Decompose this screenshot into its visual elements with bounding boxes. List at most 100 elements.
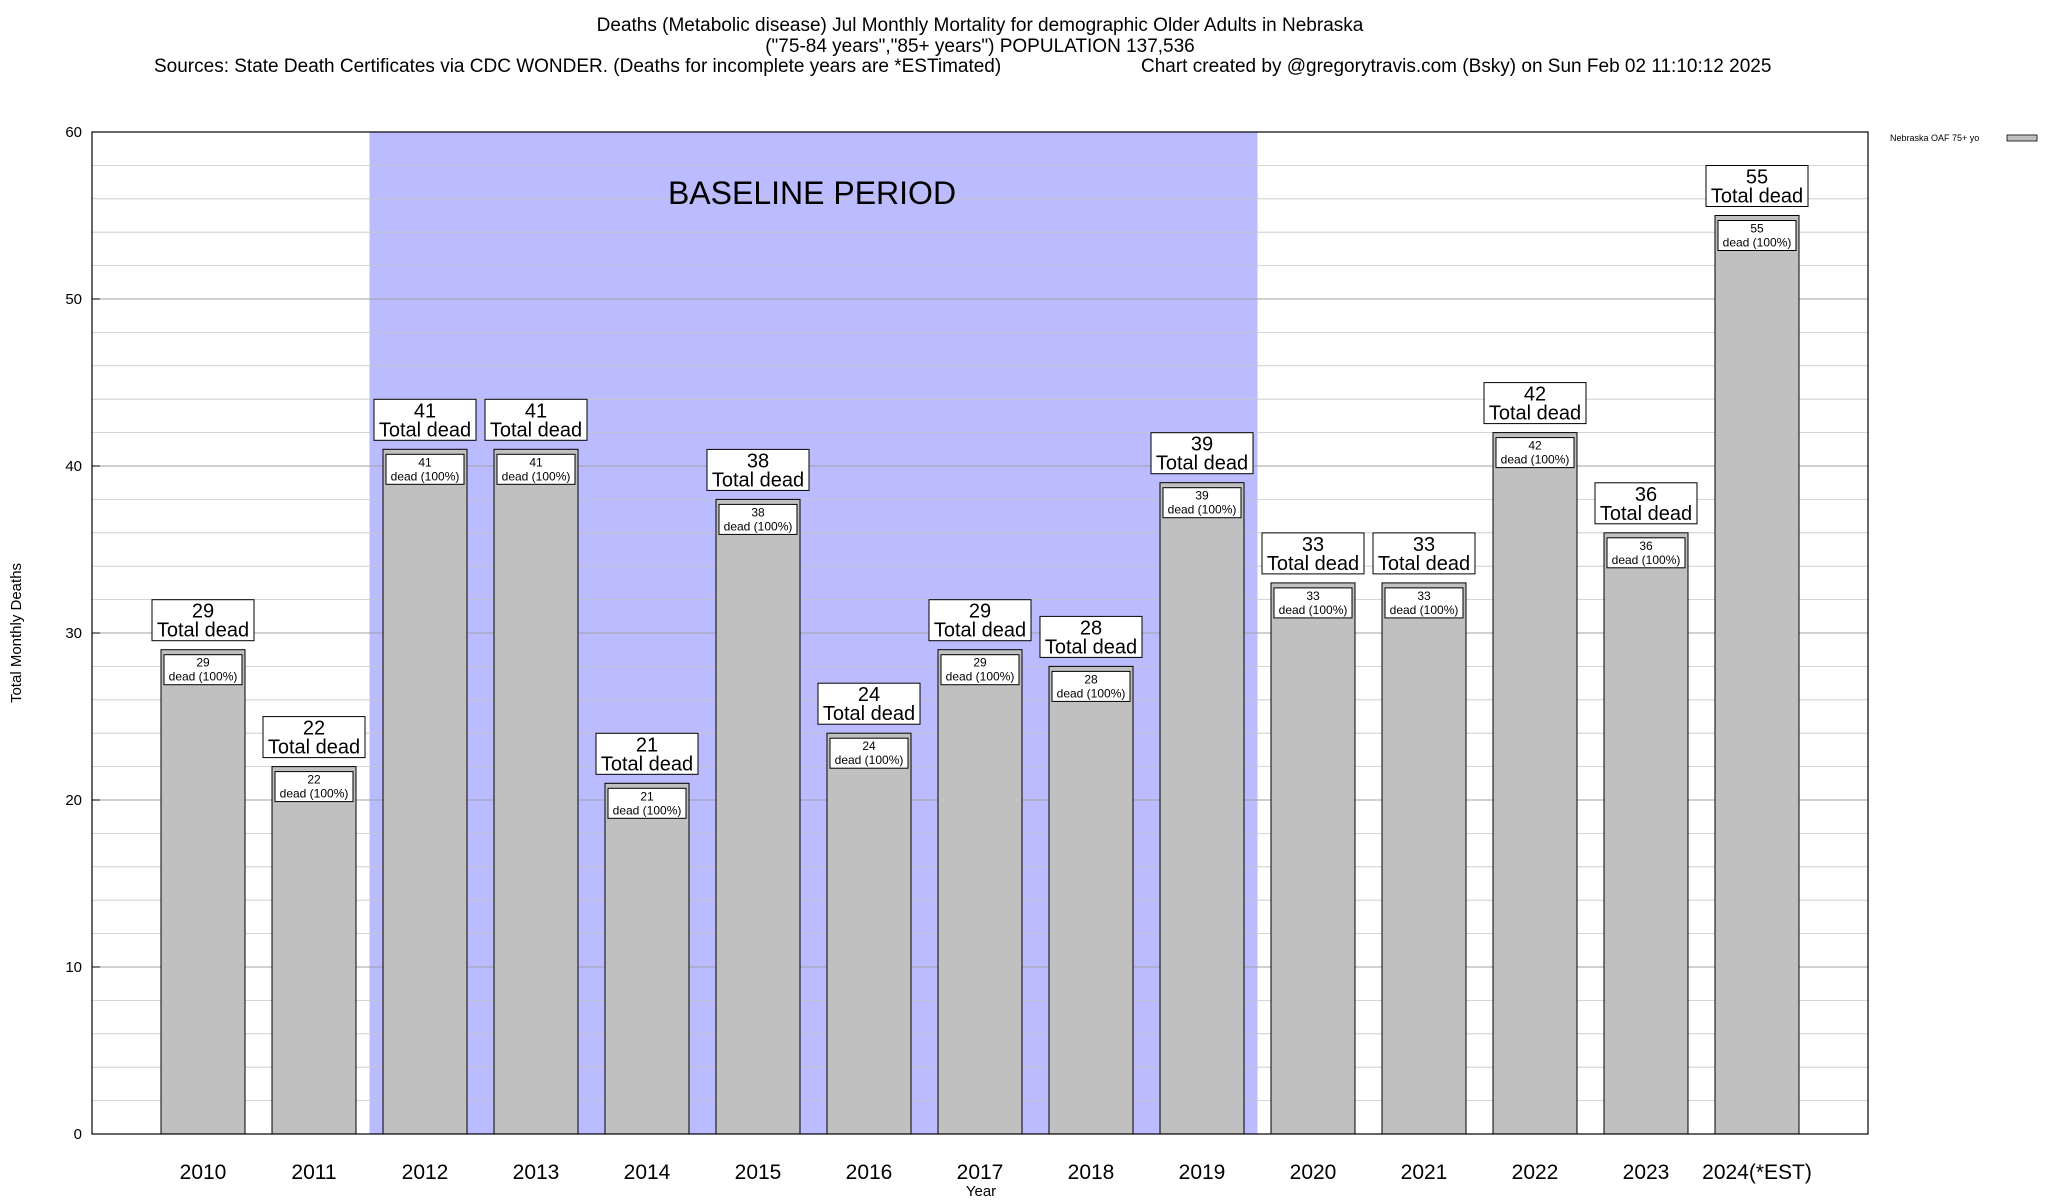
x-axis-label: Year bbox=[966, 1183, 996, 1200]
inner-label-box bbox=[1273, 587, 1353, 619]
total-value-label: 22 bbox=[303, 718, 325, 740]
bar bbox=[826, 732, 912, 1135]
total-label-box bbox=[706, 448, 810, 491]
total-value-label: 29 bbox=[969, 601, 991, 623]
inner-value-label: 36 bbox=[1639, 539, 1653, 553]
bar bbox=[1381, 582, 1467, 1135]
total-value-label: 21 bbox=[636, 734, 658, 756]
total-caption-label: Total dead bbox=[1267, 553, 1359, 575]
baseline-period-label: BASELINE PERIOD bbox=[668, 175, 956, 211]
total-caption-label: Total dead bbox=[1711, 186, 1803, 208]
x-tick-label: 2012 bbox=[402, 1161, 449, 1184]
total-caption-label: Total dead bbox=[712, 469, 804, 491]
total-label-box bbox=[595, 732, 699, 775]
inner-label-box bbox=[1384, 587, 1464, 619]
bars bbox=[160, 215, 1800, 1135]
bar bbox=[493, 448, 579, 1135]
inner-label-box bbox=[274, 771, 354, 803]
total-label-box bbox=[1372, 532, 1476, 575]
x-tick-label: 2024(*EST) bbox=[1702, 1161, 1812, 1184]
total-caption-label: Total dead bbox=[1378, 553, 1470, 575]
inner-value-label: 55 bbox=[1750, 222, 1764, 236]
total-caption-label: Total dead bbox=[1156, 453, 1248, 475]
inner-label-box bbox=[1051, 670, 1131, 702]
inner-caption-label: dead (100%) bbox=[169, 670, 238, 684]
x-tick-label: 2020 bbox=[1290, 1161, 1337, 1184]
inner-label-box bbox=[1717, 220, 1797, 251]
total-label-box bbox=[817, 682, 921, 725]
inner-caption-label: dead (100%) bbox=[1723, 236, 1792, 250]
inner-caption-label: dead (100%) bbox=[1612, 553, 1681, 567]
total-label-box bbox=[1039, 615, 1143, 658]
x-tick-label: 2014 bbox=[624, 1161, 671, 1184]
bar bbox=[715, 498, 801, 1135]
x-tick-label: 2010 bbox=[180, 1161, 227, 1184]
total-value-label: 39 bbox=[1191, 434, 1213, 456]
inner-caption-label: dead (100%) bbox=[1168, 503, 1237, 517]
bar bbox=[1159, 482, 1245, 1135]
inner-caption-label: dead (100%) bbox=[724, 519, 793, 533]
x-tick-label: 2016 bbox=[846, 1161, 893, 1184]
legend-entry-label: Nebraska OAF 75+ yo bbox=[1890, 133, 1979, 143]
total-label-box bbox=[1594, 482, 1698, 525]
inner-label-box bbox=[829, 737, 909, 769]
y-tick-label: 50 bbox=[65, 291, 82, 308]
legend: Nebraska OAF 75+ yo bbox=[1890, 133, 2038, 143]
inner-value-label: 29 bbox=[196, 656, 210, 670]
y-tick-label: 20 bbox=[65, 792, 82, 809]
total-label-box bbox=[1705, 165, 1809, 207]
x-tick-label: 2019 bbox=[1179, 1161, 1226, 1184]
total-value-label: 24 bbox=[858, 684, 880, 706]
bar bbox=[271, 766, 357, 1135]
inner-value-label: 42 bbox=[1528, 439, 1542, 453]
bar bbox=[604, 782, 690, 1135]
total-value-label: 42 bbox=[1524, 384, 1546, 406]
total-label-box bbox=[484, 398, 588, 441]
total-caption-label: Total dead bbox=[1600, 503, 1692, 525]
total-value-label: 36 bbox=[1635, 484, 1657, 506]
bar bbox=[1048, 665, 1134, 1135]
total-caption-label: Total dead bbox=[490, 419, 582, 441]
bar bbox=[1492, 432, 1578, 1135]
legend-swatch bbox=[2006, 134, 2038, 142]
total-label-box bbox=[1483, 382, 1587, 425]
y-tick-label: 0 bbox=[74, 1126, 82, 1143]
total-value-label: 55 bbox=[1746, 167, 1768, 189]
bar bbox=[937, 649, 1023, 1135]
inner-label-box bbox=[607, 787, 687, 819]
inner-value-label: 38 bbox=[751, 505, 765, 519]
x-tick-label: 2017 bbox=[957, 1161, 1004, 1184]
total-label-box bbox=[1150, 432, 1254, 475]
total-caption-label: Total dead bbox=[268, 737, 360, 759]
inner-value-label: 33 bbox=[1417, 589, 1431, 603]
y-tick-label: 40 bbox=[65, 458, 82, 475]
total-caption-label: Total dead bbox=[1489, 403, 1581, 425]
inner-label-box bbox=[385, 453, 465, 485]
inner-caption-label: dead (100%) bbox=[1501, 453, 1570, 467]
bar bbox=[1714, 215, 1800, 1135]
inner-label-box bbox=[1495, 437, 1575, 469]
inner-value-label: 28 bbox=[1084, 672, 1098, 686]
y-tick-label: 60 bbox=[65, 124, 82, 141]
inner-caption-label: dead (100%) bbox=[280, 787, 349, 801]
total-caption-label: Total dead bbox=[823, 703, 915, 725]
bar bbox=[1603, 532, 1689, 1135]
total-label-box bbox=[151, 599, 255, 642]
total-value-label: 33 bbox=[1413, 534, 1435, 556]
x-tick-label: 2022 bbox=[1512, 1161, 1559, 1184]
x-tick-label: 2015 bbox=[735, 1161, 782, 1184]
bar bbox=[160, 649, 246, 1135]
y-axis-ticks: 0 10 20 30 40 50 60 bbox=[65, 124, 100, 1143]
total-label-box bbox=[1261, 532, 1365, 575]
x-tick-label: 2011 bbox=[291, 1161, 336, 1184]
inner-value-label: 22 bbox=[307, 773, 321, 787]
inner-caption-label: dead (100%) bbox=[835, 753, 904, 767]
x-tick-label: 2013 bbox=[513, 1161, 560, 1184]
inner-caption-label: dead (100%) bbox=[502, 469, 571, 483]
total-label-box bbox=[928, 599, 1032, 642]
total-value-label: 33 bbox=[1302, 534, 1324, 556]
y-axis-label: Total Monthly Deaths bbox=[8, 563, 25, 703]
inner-caption-label: dead (100%) bbox=[1057, 686, 1126, 700]
inner-label-box bbox=[496, 453, 576, 485]
